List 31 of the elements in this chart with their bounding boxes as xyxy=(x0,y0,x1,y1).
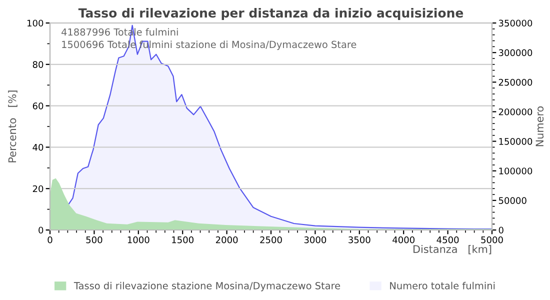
x-tick-label: 4000 xyxy=(392,236,414,244)
y-axis-title: Percento [%] xyxy=(8,90,18,162)
y-tick-label: 40 xyxy=(32,144,44,151)
y2-tick-label: 300000 xyxy=(498,49,532,56)
chart-title: Tasso di rilevazione per distanza da inizio acquisizione xyxy=(78,8,464,20)
y-tick-label: 60 xyxy=(32,102,44,110)
x-tick-label: 1000 xyxy=(128,236,150,244)
y2-tick-label: 200000 xyxy=(498,108,532,116)
x-tick-label: 2500 xyxy=(260,236,282,244)
y2-tick-label: 50000 xyxy=(498,197,526,204)
x-tick-label: 500 xyxy=(86,236,102,244)
y-tick-label: 80 xyxy=(32,61,44,68)
x-axis-title: Distanza [km] xyxy=(414,244,492,254)
x-tick-label: 3500 xyxy=(348,236,370,244)
y-tick-label: 100 xyxy=(28,20,44,27)
x-tick-label: 3000 xyxy=(304,236,326,244)
y2-tick-label: 350000 xyxy=(498,20,532,27)
y-tick-label: 0 xyxy=(38,226,44,234)
legend-label: Numero totale fulmini xyxy=(390,282,495,290)
x-tick-label: 1500 xyxy=(172,236,194,244)
x-tick-label: 2000 xyxy=(216,236,238,244)
legend-label: Tasso di rilevazione stazione Mosina/Dymaczewo Stare xyxy=(74,282,340,292)
y2-axis-title: Numero xyxy=(536,106,544,146)
y-tick-label: 20 xyxy=(32,185,44,192)
y2-tick-label: 250000 xyxy=(498,78,532,86)
x-tick-label: 5000 xyxy=(481,236,503,244)
x-tick-label: 0 xyxy=(48,236,52,244)
y2-tick-label: 100000 xyxy=(499,168,532,174)
x-tick-label: 4500 xyxy=(436,236,459,244)
y2-tick-label: 150000 xyxy=(499,138,532,145)
y2-tick-label: 0 xyxy=(498,226,504,234)
